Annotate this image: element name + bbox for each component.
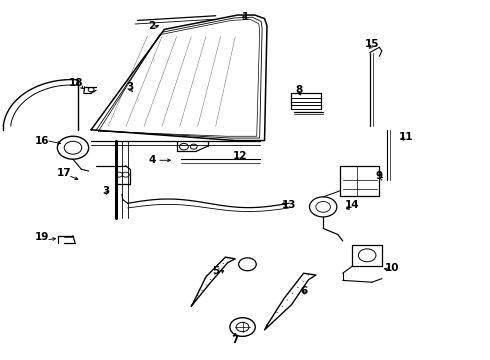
Text: 13: 13 xyxy=(282,200,296,210)
Text: 10: 10 xyxy=(384,263,399,273)
Text: 11: 11 xyxy=(399,132,414,142)
Text: 15: 15 xyxy=(365,39,379,49)
Text: 1: 1 xyxy=(242,12,248,22)
Text: 17: 17 xyxy=(57,168,72,178)
Text: 9: 9 xyxy=(376,171,383,181)
Text: 12: 12 xyxy=(233,150,247,161)
Text: 6: 6 xyxy=(300,286,307,296)
Text: 5: 5 xyxy=(212,266,220,276)
Text: 18: 18 xyxy=(69,78,84,88)
Text: 4: 4 xyxy=(148,155,156,165)
Text: 19: 19 xyxy=(35,232,49,242)
Text: 2: 2 xyxy=(148,21,156,31)
Text: 7: 7 xyxy=(232,334,239,345)
Text: 8: 8 xyxy=(295,85,302,95)
Text: 14: 14 xyxy=(345,200,360,210)
Text: 16: 16 xyxy=(35,136,49,145)
Text: 3: 3 xyxy=(102,186,109,196)
Text: 3: 3 xyxy=(126,82,134,92)
